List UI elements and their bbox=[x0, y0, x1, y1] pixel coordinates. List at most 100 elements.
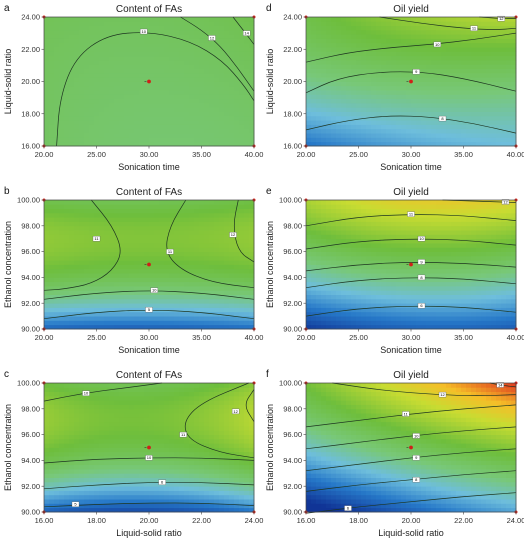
heatmap-cell bbox=[416, 320, 422, 326]
heatmap-cell bbox=[164, 204, 170, 209]
heatmap-cell bbox=[311, 81, 317, 87]
heatmap-cell bbox=[229, 64, 235, 69]
heatmap-cell bbox=[431, 115, 437, 121]
heatmap-cell bbox=[134, 133, 140, 138]
heatmap-cell bbox=[54, 264, 60, 270]
heatmap-cell bbox=[89, 60, 95, 65]
heatmap-cell bbox=[321, 221, 327, 227]
heatmap-cell bbox=[371, 141, 377, 147]
heatmap-cell bbox=[134, 77, 140, 82]
heatmap-cell bbox=[199, 133, 205, 138]
heatmap-cell bbox=[169, 81, 175, 87]
heatmap-cell bbox=[356, 324, 362, 330]
heatmap-cell bbox=[391, 298, 397, 304]
heatmap-cell bbox=[139, 25, 145, 31]
heatmap-cell bbox=[466, 298, 472, 304]
heatmap-cell bbox=[239, 311, 245, 317]
heatmap-cell bbox=[174, 234, 180, 240]
heatmap-cell bbox=[506, 17, 512, 22]
heatmap-cell bbox=[209, 324, 215, 330]
heatmap-cell bbox=[189, 51, 195, 57]
heatmap-cell bbox=[154, 111, 160, 117]
heatmap-cell bbox=[69, 221, 75, 227]
heatmap-cell bbox=[371, 17, 377, 22]
heatmap-cell bbox=[391, 29, 397, 35]
heatmap-cell bbox=[119, 290, 125, 295]
heatmap-cell bbox=[44, 120, 50, 125]
heatmap-cell bbox=[174, 124, 180, 130]
heatmap-cell bbox=[214, 255, 220, 261]
heatmap-cell bbox=[376, 217, 382, 222]
heatmap-cell bbox=[401, 38, 407, 44]
heatmap-cell bbox=[446, 298, 452, 304]
heatmap-cell bbox=[144, 251, 150, 257]
heatmap-cell bbox=[386, 107, 392, 112]
heatmap-cell bbox=[371, 208, 377, 214]
heatmap-cell bbox=[366, 98, 372, 104]
heatmap-cell bbox=[511, 120, 517, 125]
heatmap-cell bbox=[451, 55, 457, 61]
heatmap-cell bbox=[199, 38, 205, 44]
heatmap-cell bbox=[501, 68, 507, 74]
heatmap-cell bbox=[441, 230, 447, 235]
heatmap-cell bbox=[401, 281, 407, 287]
heatmap-cell bbox=[209, 90, 215, 95]
heatmap-cell bbox=[154, 68, 160, 74]
heatmap-cell bbox=[406, 204, 412, 209]
heatmap-cell bbox=[159, 51, 165, 57]
heatmap-cell bbox=[436, 286, 442, 291]
heatmap-cell bbox=[69, 42, 75, 48]
heatmap-cell bbox=[69, 29, 75, 35]
heatmap-cell bbox=[189, 204, 195, 209]
heatmap-cell bbox=[511, 115, 517, 121]
heatmap-cell bbox=[331, 21, 337, 26]
heatmap-cell bbox=[84, 85, 90, 91]
heatmap-cell bbox=[436, 90, 442, 95]
heatmap-cell bbox=[401, 34, 407, 39]
heatmap-cell bbox=[481, 277, 487, 283]
heatmap-cell bbox=[129, 208, 135, 214]
heatmap-cell bbox=[174, 290, 180, 295]
heatmap-cell bbox=[446, 21, 452, 26]
heatmap-cell bbox=[49, 251, 55, 257]
heatmap-cell bbox=[174, 81, 180, 87]
heatmap-cell bbox=[311, 307, 317, 313]
heatmap-cell bbox=[416, 208, 422, 214]
heatmap-cell bbox=[169, 316, 175, 321]
heatmap-cell bbox=[451, 25, 457, 31]
heatmap-cell bbox=[214, 133, 220, 138]
heatmap-cell bbox=[194, 307, 200, 313]
heatmap-cell bbox=[386, 64, 392, 69]
heatmap-cell bbox=[84, 38, 90, 44]
contour-label: 10 bbox=[152, 288, 157, 293]
heatmap-cell bbox=[74, 68, 80, 74]
heatmap-cell bbox=[64, 38, 70, 44]
heatmap-cell bbox=[84, 303, 90, 308]
heatmap-cell bbox=[481, 133, 487, 138]
heatmap-cell bbox=[249, 200, 255, 205]
heatmap-cell bbox=[336, 311, 342, 317]
heatmap-cell bbox=[311, 137, 317, 143]
heatmap-cell bbox=[134, 212, 140, 218]
heatmap-cell bbox=[184, 64, 190, 69]
heatmap-cell bbox=[476, 51, 482, 57]
heatmap-cell bbox=[159, 94, 165, 100]
heatmap-cell bbox=[129, 90, 135, 95]
heatmap-cell bbox=[406, 60, 412, 65]
heatmap-cell bbox=[336, 34, 342, 39]
heatmap-cell bbox=[64, 273, 70, 278]
heatmap-cell bbox=[486, 120, 492, 125]
heatmap-cell bbox=[441, 124, 447, 130]
heatmap-cell bbox=[321, 251, 327, 257]
heatmap-cell bbox=[54, 286, 60, 291]
heatmap-cell bbox=[244, 51, 250, 57]
heatmap-cell bbox=[59, 51, 65, 57]
heatmap-cell bbox=[179, 94, 185, 100]
heatmap-cell bbox=[204, 217, 210, 222]
heatmap-cell bbox=[129, 38, 135, 44]
heatmap-cell bbox=[411, 247, 417, 252]
heatmap-cell bbox=[129, 311, 135, 317]
heatmap-cell bbox=[179, 324, 185, 330]
heatmap-cell bbox=[466, 25, 472, 31]
heatmap-cell bbox=[476, 124, 482, 130]
